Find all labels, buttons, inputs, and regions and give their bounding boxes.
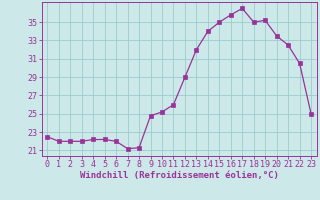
X-axis label: Windchill (Refroidissement éolien,°C): Windchill (Refroidissement éolien,°C) [80,171,279,180]
